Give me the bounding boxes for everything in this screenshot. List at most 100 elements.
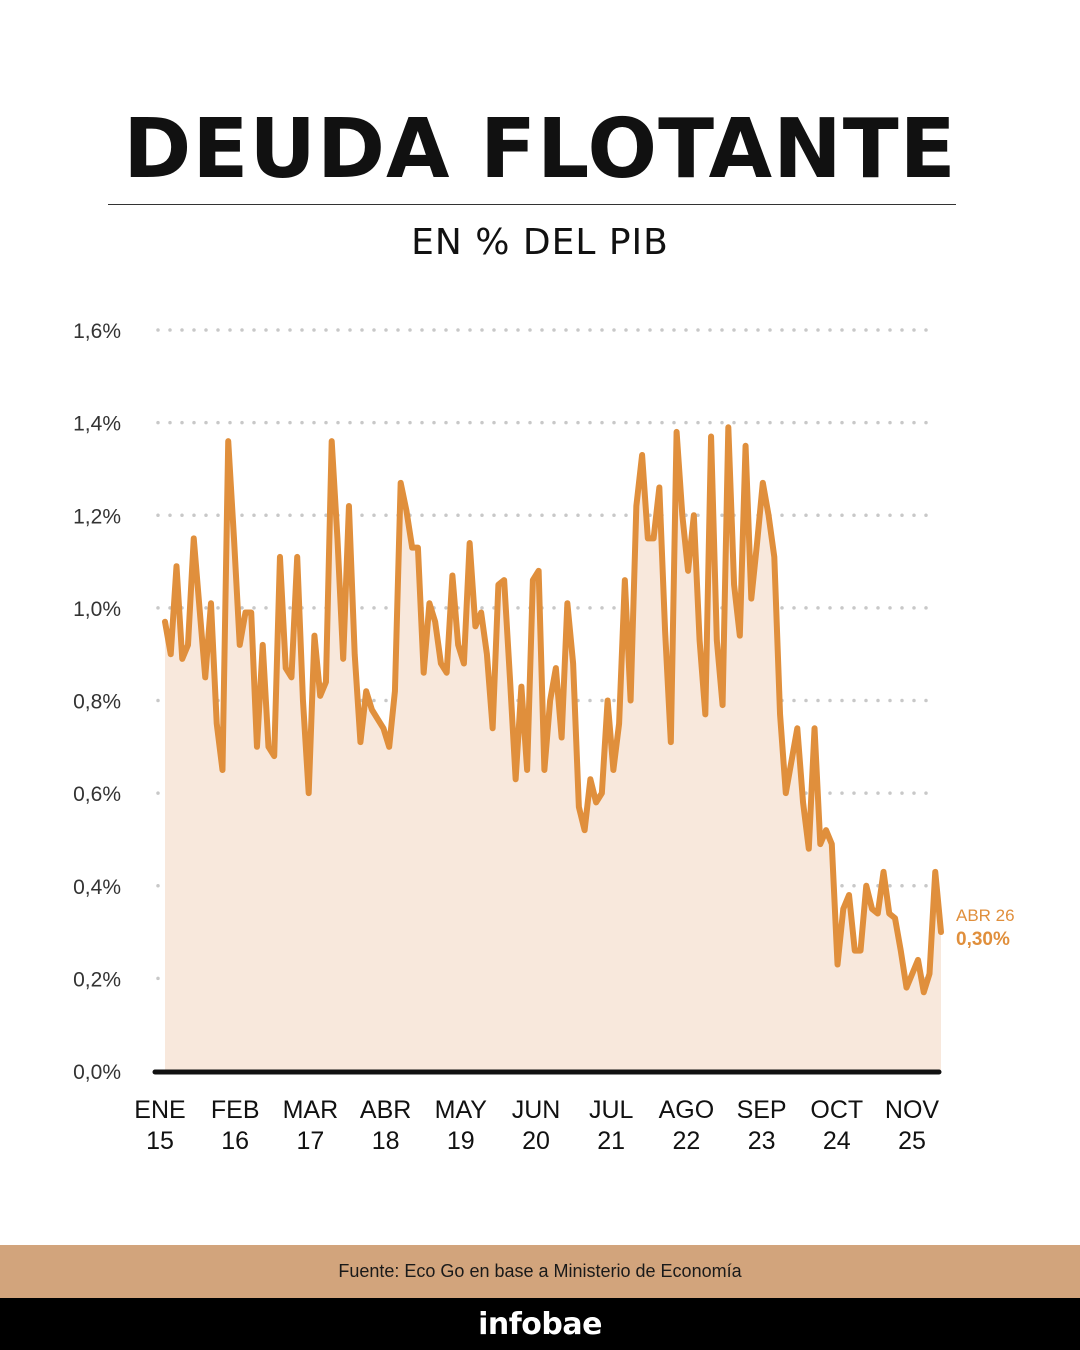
- data-point: [858, 948, 864, 954]
- data-point: [737, 633, 743, 639]
- data-point: [191, 535, 197, 541]
- chart-title: DEUDA FLOTANTE: [123, 102, 957, 197]
- data-point: [455, 642, 461, 648]
- data-point: [697, 637, 703, 643]
- x-tick-month: MAY: [435, 1096, 488, 1124]
- end-annotation: ABR 26 0,30%: [956, 906, 1015, 950]
- x-tick-month: AGO: [659, 1096, 715, 1124]
- data-point: [449, 572, 455, 578]
- data-point: [547, 698, 553, 704]
- title-divider: [108, 204, 956, 205]
- data-point: [846, 892, 852, 898]
- annotation-value-label: 0,30%: [956, 929, 1010, 950]
- x-tick-month: ABR: [360, 1096, 411, 1124]
- data-point: [616, 721, 622, 727]
- y-tick-label: 1,0%: [73, 598, 121, 621]
- data-point: [415, 545, 421, 551]
- data-point: [530, 577, 536, 583]
- x-axis-ticks: ENE 15 FEB 16 MAR 17 ABR 18 MAY 19 JUN 20 JUL 21 AGO 22…: [134, 1096, 939, 1155]
- data-point: [881, 869, 887, 875]
- y-axis-ticks: 0,0% 0,2% 0,4% 0,6% 0,8% 1,0% 1,2% 1,4% 1,6%: [73, 320, 121, 1084]
- data-point: [863, 883, 869, 889]
- data-point: [248, 610, 254, 616]
- data-point: [777, 711, 783, 717]
- data-point: [334, 535, 340, 541]
- data-point: [748, 596, 754, 602]
- data-point: [812, 725, 818, 731]
- data-point: [363, 688, 369, 694]
- data-point: [754, 540, 760, 546]
- data-point: [306, 790, 312, 796]
- x-tick-month: MAR: [283, 1096, 339, 1124]
- data-point: [524, 767, 530, 773]
- data-point: [271, 753, 277, 759]
- data-point: [725, 424, 731, 430]
- brand-logo: infobae: [478, 1306, 602, 1342]
- data-point: [409, 545, 415, 551]
- data-point: [162, 619, 168, 625]
- data-point: [375, 716, 381, 722]
- data-point: [340, 656, 346, 662]
- y-tick-label: 0,2%: [73, 968, 121, 991]
- x-tick-year: 19: [447, 1127, 475, 1155]
- x-tick-month: JUN: [512, 1096, 561, 1124]
- data-point: [628, 698, 634, 704]
- data-point: [541, 767, 547, 773]
- data-point: [605, 698, 611, 704]
- data-point: [852, 948, 858, 954]
- data-point: [800, 799, 806, 805]
- chart-subtitle: EN % DEL PIB: [411, 222, 669, 263]
- data-point: [294, 554, 300, 560]
- data-point: [576, 804, 582, 810]
- x-tick-month: FEB: [211, 1096, 260, 1124]
- data-point: [185, 642, 191, 648]
- data-point: [904, 985, 910, 991]
- source-band: Fuente: Eco Go en base a Ministerio de E…: [0, 1245, 1080, 1298]
- data-point: [622, 577, 628, 583]
- data-point: [840, 906, 846, 912]
- data-point: [610, 767, 616, 773]
- x-tick-year: 21: [597, 1127, 625, 1155]
- x-tick-month: OCT: [810, 1096, 863, 1124]
- data-point: [265, 744, 271, 750]
- data-point: [587, 776, 593, 782]
- data-point: [507, 674, 513, 680]
- x-tick-year: 22: [672, 1127, 700, 1155]
- data-point: [254, 744, 260, 750]
- data-point: [288, 674, 294, 680]
- data-point: [685, 568, 691, 574]
- data-point: [766, 512, 772, 518]
- area-fill: [165, 427, 941, 1071]
- data-point: [564, 600, 570, 606]
- data-point: [633, 503, 639, 509]
- x-tick-year: 23: [748, 1127, 776, 1155]
- x-tick-month: ENE: [134, 1096, 185, 1124]
- data-point: [806, 846, 812, 852]
- data-point: [927, 971, 933, 977]
- data-point: [472, 623, 478, 629]
- data-point: [317, 693, 323, 699]
- data-point: [869, 906, 875, 912]
- data-point: [323, 679, 329, 685]
- data-point: [662, 628, 668, 634]
- data-point: [478, 610, 484, 616]
- data-point: [898, 948, 904, 954]
- x-tick-year: 15: [146, 1127, 174, 1155]
- data-point: [174, 563, 180, 569]
- data-point: [702, 711, 708, 717]
- x-tick-month: JUL: [589, 1096, 634, 1124]
- data-point: [352, 651, 358, 657]
- data-point: [518, 684, 524, 690]
- y-tick-label: 0,6%: [73, 783, 121, 806]
- data-point: [720, 702, 726, 708]
- y-tick-label: 0,0%: [73, 1061, 121, 1084]
- data-point: [495, 582, 501, 588]
- data-point: [559, 735, 565, 741]
- data-point: [708, 434, 714, 440]
- data-point: [237, 642, 243, 648]
- data-point: [691, 512, 697, 518]
- data-point: [398, 480, 404, 486]
- data-point: [886, 911, 892, 917]
- y-tick-label: 1,6%: [73, 320, 121, 343]
- data-point: [369, 707, 375, 713]
